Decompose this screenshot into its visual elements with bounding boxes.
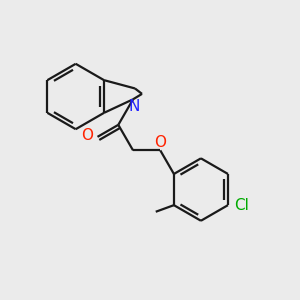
Text: O: O <box>154 134 166 149</box>
Text: N: N <box>129 99 140 114</box>
Text: Cl: Cl <box>234 198 249 213</box>
Text: O: O <box>81 128 93 143</box>
